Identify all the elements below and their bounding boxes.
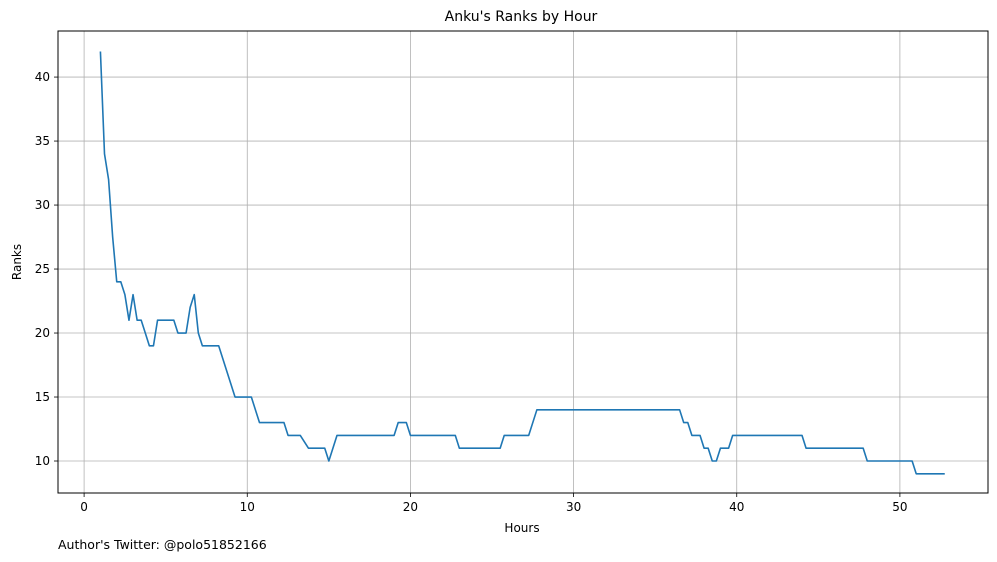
y-tick-label: 25: [35, 262, 50, 276]
y-tick-label: 10: [35, 454, 50, 468]
y-tick-label: 35: [35, 134, 50, 148]
y-tick-label: 15: [35, 390, 50, 404]
x-tick-label: 0: [80, 500, 88, 514]
y-tick-label: 20: [35, 326, 50, 340]
y-tick-label: 30: [35, 198, 50, 212]
y-tick-label: 40: [35, 70, 50, 84]
axis-ticks: 0 10 20 30 40 50 10 15 20 25 30 35 40: [35, 70, 908, 514]
x-tick-label: 50: [892, 500, 907, 514]
x-tick-label: 40: [729, 500, 744, 514]
grid-lines: [58, 31, 988, 493]
x-tick-label: 10: [240, 500, 255, 514]
y-axis-label: Ranks: [10, 244, 24, 280]
chart-title: Anku's Ranks by Hour: [445, 9, 598, 25]
x-tick-label: 30: [566, 500, 581, 514]
series-line: [99, 51, 945, 475]
x-axis-label: Hours: [504, 521, 539, 535]
plot-area: [57, 30, 989, 494]
x-tick-label: 20: [403, 500, 418, 514]
author-footnote: Author's Twitter: @polo51852166: [58, 537, 267, 552]
